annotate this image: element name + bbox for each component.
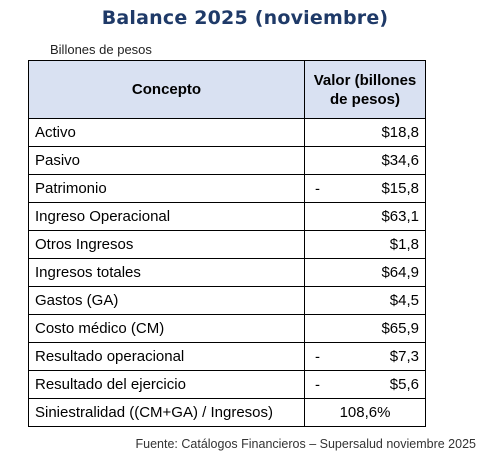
- row-value: $7,3: [389, 348, 419, 365]
- row-value-cell: - $5,6: [304, 370, 426, 399]
- row-sign: -: [315, 376, 320, 393]
- row-value-cell: $34,6: [304, 146, 426, 175]
- table-row: Patrimonio - $15,8: [28, 174, 426, 203]
- table-header-row: Concepto Valor (billones de pesos): [28, 60, 426, 119]
- row-value-cell: - $15,8: [304, 174, 426, 203]
- page-title: Balance 2025 (noviembre): [101, 7, 389, 29]
- row-sign: -: [315, 348, 320, 365]
- row-value-cell: $63,1: [304, 202, 426, 231]
- row-value-cell: $1,8: [304, 230, 426, 259]
- row-value: $64,9: [381, 264, 419, 281]
- row-concept: Patrimonio: [28, 174, 305, 203]
- row-concept: Costo médico (CM): [28, 314, 305, 343]
- table-row: Otros Ingresos $1,8: [28, 230, 426, 259]
- table-row: Activo $18,8: [28, 118, 426, 147]
- table-row: Gastos (GA) $4,5: [28, 286, 426, 315]
- row-value: $1,8: [389, 236, 419, 253]
- row-value: 108,6%: [339, 404, 391, 421]
- header-valor: Valor (billones de pesos): [304, 60, 426, 119]
- row-sign: -: [315, 180, 320, 197]
- row-value-cell: $4,5: [304, 286, 426, 315]
- row-value: $18,8: [381, 124, 419, 141]
- table-row: Siniestralidad ((CM+GA) / Ingresos) 108,…: [28, 398, 426, 427]
- row-concept: Activo: [28, 118, 305, 147]
- row-value: $15,8: [381, 180, 419, 197]
- row-concept: Ingresos totales: [28, 258, 305, 287]
- row-value: $65,9: [381, 320, 419, 337]
- units-label: Billones de pesos: [50, 42, 152, 57]
- table-row: Pasivo $34,6: [28, 146, 426, 175]
- row-concept: Pasivo: [28, 146, 305, 175]
- row-value-cell: - $7,3: [304, 342, 426, 371]
- row-value-cell: $64,9: [304, 258, 426, 287]
- row-value: $4,5: [389, 292, 419, 309]
- row-concept: Resultado del ejercicio: [28, 370, 305, 399]
- source-note: Fuente: Catálogos Financieros – Supersal…: [135, 437, 477, 451]
- table-row: Resultado operacional - $7,3: [28, 342, 426, 371]
- row-concept: Siniestralidad ((CM+GA) / Ingresos): [28, 398, 305, 427]
- table-row: Resultado del ejercicio - $5,6: [28, 370, 426, 399]
- row-value: $5,6: [389, 376, 419, 393]
- row-value-cell: $65,9: [304, 314, 426, 343]
- row-value: $63,1: [381, 208, 419, 225]
- row-concept: Gastos (GA): [28, 286, 305, 315]
- balance-table: Concepto Valor (billones de pesos) Activ…: [28, 60, 426, 427]
- row-concept: Otros Ingresos: [28, 230, 305, 259]
- row-value-cell: $18,8: [304, 118, 426, 147]
- table-row: Ingresos totales $64,9: [28, 258, 426, 287]
- table-row: Costo médico (CM) $65,9: [28, 314, 426, 343]
- row-concept: Ingreso Operacional: [28, 202, 305, 231]
- header-concepto: Concepto: [28, 60, 305, 119]
- table-row: Ingreso Operacional $63,1: [28, 202, 426, 231]
- row-value-cell: 108,6%: [304, 398, 426, 427]
- row-value: $34,6: [381, 152, 419, 169]
- row-concept: Resultado operacional: [28, 342, 305, 371]
